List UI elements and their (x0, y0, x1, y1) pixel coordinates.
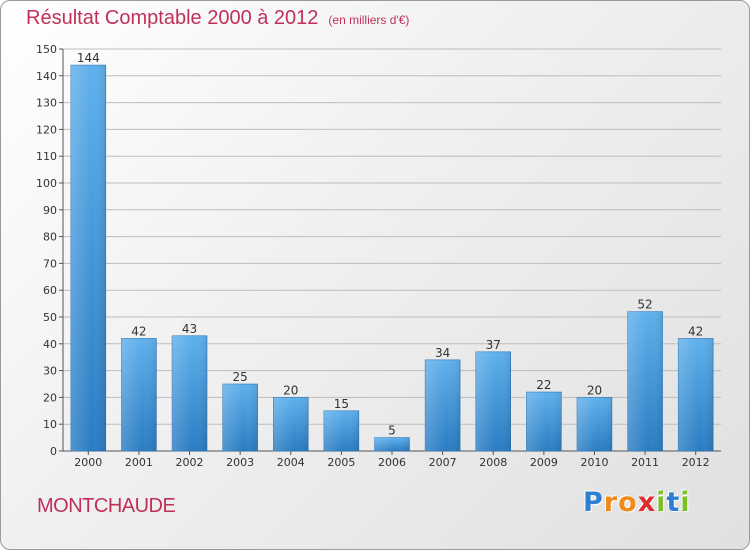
x-tick-label: 2006 (378, 456, 406, 469)
value-label: 20 (587, 383, 602, 397)
logo-letter: P (583, 487, 604, 518)
bar-shade (475, 351, 511, 451)
y-tick-label: 150 (36, 43, 57, 56)
bar-shade (222, 384, 258, 451)
logo-letter: i (656, 487, 667, 518)
x-tick-label: 2003 (226, 456, 254, 469)
x-tick-label: 2010 (580, 456, 608, 469)
y-tick-label: 110 (36, 150, 57, 163)
bar-shade (70, 65, 106, 451)
value-label: 34 (435, 346, 450, 360)
value-label: 22 (536, 378, 551, 392)
chart-subtitle: (en milliers d'€) (328, 13, 410, 27)
bar-shade (425, 359, 461, 451)
y-tick-label: 100 (36, 177, 57, 190)
value-label: 20 (283, 383, 298, 397)
chart-title-text: Résultat Comptable 2000 à 2012 (26, 7, 319, 29)
x-tick-label: 2009 (530, 456, 558, 469)
y-tick-label: 130 (36, 97, 57, 110)
y-tick-label: 10 (43, 418, 57, 431)
bar-shade (627, 311, 663, 451)
labels: 0 10 20 30 40 50 60 70 80 90 100 110 120 130 140 150 144… (36, 43, 710, 469)
logo-letter: o (618, 487, 638, 518)
bar-shade (323, 410, 359, 451)
x-tick-label: 2007 (429, 456, 457, 469)
value-label: 42 (688, 324, 703, 338)
y-tick-label: 140 (36, 70, 57, 83)
value-label: 43 (182, 322, 197, 336)
proxiti-logo: Proxiti (583, 487, 691, 518)
x-tick-label: 2002 (176, 456, 204, 469)
y-tick-label: 70 (43, 257, 57, 270)
value-label: 37 (486, 338, 501, 352)
logo-letter: i (680, 487, 691, 518)
y-tick-label: 120 (36, 123, 57, 136)
y-tick-label: 0 (50, 445, 57, 458)
bar-shade (172, 335, 208, 451)
value-label: 5 (388, 424, 396, 438)
bar-shade (374, 437, 410, 451)
y-tick-label: 40 (43, 338, 57, 351)
bars (70, 64, 714, 452)
logo-letter: t (666, 487, 681, 518)
axes (59, 48, 721, 455)
value-label: 52 (637, 298, 652, 312)
value-label: 15 (334, 397, 349, 411)
x-tick-label: 2005 (327, 456, 355, 469)
x-tick-label: 2001 (125, 456, 153, 469)
value-label: 144 (77, 51, 100, 65)
bar-shade (121, 338, 157, 451)
logo-letter: x (637, 487, 657, 518)
value-label: 42 (131, 324, 146, 338)
x-tick-label: 2008 (479, 456, 507, 469)
bar-shade (526, 392, 562, 451)
x-tick-label: 2011 (631, 456, 659, 469)
value-label: 25 (233, 370, 248, 384)
x-tick-label: 2004 (277, 456, 305, 469)
bar-shade (678, 338, 714, 451)
y-tick-label: 50 (43, 311, 57, 324)
grid-lines (63, 48, 721, 425)
x-tick-label: 2012 (682, 456, 710, 469)
chart-title: Résultat Comptable 2000 à 2012 (en millie… (26, 7, 409, 30)
logo-letter: r (603, 487, 619, 518)
y-tick-label: 60 (43, 284, 57, 297)
bar-shade (576, 397, 612, 451)
y-tick-label: 90 (43, 204, 57, 217)
bar-shade (273, 397, 309, 451)
y-tick-label: 30 (43, 365, 57, 378)
commune-name: MONTCHAUDE (37, 495, 176, 517)
x-tick-label: 2000 (74, 456, 102, 469)
y-tick-label: 20 (43, 391, 57, 404)
y-tick-label: 80 (43, 231, 57, 244)
